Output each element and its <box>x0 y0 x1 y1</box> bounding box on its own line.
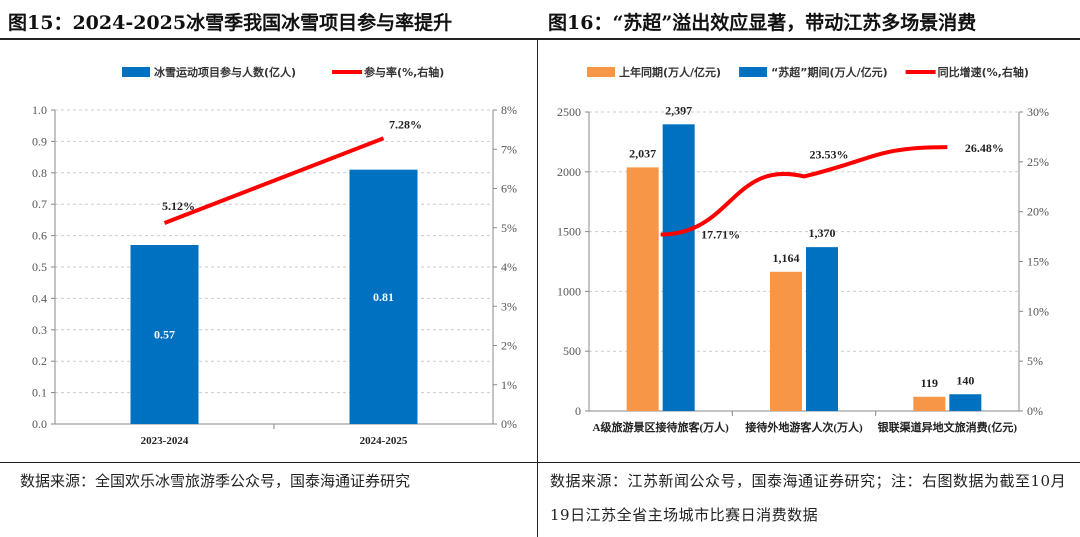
x-tick-label: 2024-2025 <box>360 435 408 447</box>
right-chart: 0 500 1000 1500 2000 2500 0% 5% 10% 15% 20% 25% 30% A… <box>557 65 1049 434</box>
y-tick-label: 0.0 <box>32 417 47 431</box>
y-tick-label: 0 <box>575 404 581 418</box>
bar-data-label: 0.81 <box>373 290 394 304</box>
legend-label: “苏超”期间(万人/亿元) <box>771 65 888 79</box>
bar-data-label: 1,370 <box>809 226 836 240</box>
line-series <box>163 136 385 225</box>
y2-tick-label: 6% <box>501 182 517 196</box>
y-tick-label: 1.0 <box>32 103 47 117</box>
y2-tick-label: 5% <box>501 221 517 235</box>
y-tick-label: 0.4 <box>32 291 47 305</box>
bar-data-label: 1,164 <box>773 251 800 265</box>
bar <box>913 396 946 411</box>
line-data-label: 26.48% <box>965 141 1004 155</box>
bar <box>349 169 418 424</box>
y-tick-label: 2000 <box>557 165 581 179</box>
line-data-label: 5.12% <box>162 199 195 213</box>
line-series <box>660 145 948 237</box>
y-tick-label: 1500 <box>557 225 581 239</box>
left-source: 数据来源：全国欢乐冰雪旅游季公众号，国泰海通证券研究 <box>20 472 411 490</box>
legend-swatch <box>122 67 150 77</box>
x-tick-label: 银联渠道异地文旅消费(亿元) <box>878 420 1018 434</box>
y-tick-label: 0.1 <box>32 386 47 400</box>
right-source: 数据来源：江苏新闻公众号，国泰海通证券研究；注：右图数据为截至10月19日江苏全… <box>550 472 1067 524</box>
y2-tick-label: 20% <box>1027 205 1049 219</box>
figure-divider <box>537 40 538 537</box>
bar <box>662 124 695 412</box>
title-divider <box>0 38 1080 40</box>
y-tick-label: 0.2 <box>32 354 47 368</box>
bar <box>949 394 982 411</box>
x-tick-label: 接待外地游客人次(万人) <box>745 420 863 434</box>
y2-tick-label: 2% <box>501 339 517 353</box>
y-tick-label: 0.7 <box>32 197 47 211</box>
left-figure-title: 图15：2024-2025冰雪季我国冰雪项目参与率提升 <box>8 12 453 34</box>
y2-tick-label: 10% <box>1027 304 1049 318</box>
legend-swatch <box>587 67 615 77</box>
legend-swatch <box>739 67 768 77</box>
y2-tick-label: 1% <box>501 378 517 392</box>
y-tick-label: 1000 <box>557 284 581 298</box>
y-tick-label: 0.6 <box>32 229 47 243</box>
bar <box>130 245 199 424</box>
y-tick-label: 0.5 <box>32 260 47 274</box>
right-figure-title: 图16：“苏超”溢出效应显著，带动江苏多场景消费 <box>548 12 977 34</box>
y2-tick-label: 30% <box>1027 105 1049 119</box>
y2-tick-label: 0% <box>501 417 517 431</box>
bar <box>626 167 659 411</box>
line-data-label: 7.28% <box>389 117 422 131</box>
left-chart: 0.0 0.1 0.2 0.3 0.4 0.5 0.6 0.7 0.8 0.9 1.0 0% 1% 2% 3… <box>32 65 517 447</box>
legend-label: 参与率(%,右轴) <box>364 65 444 79</box>
y-tick-label: 0.9 <box>32 134 47 148</box>
bar <box>806 247 838 411</box>
legend-label: 上年同期(万人/亿元) <box>619 65 721 79</box>
y2-tick-label: 0% <box>1027 404 1043 418</box>
legend-label: 冰雪运动项目参与人数(亿人) <box>154 65 296 79</box>
y2-tick-label: 25% <box>1027 155 1049 169</box>
x-tick-label: A级旅游景区接待旅客(万人) <box>593 420 730 434</box>
bar-data-label: 2,037 <box>629 146 656 160</box>
line-data-label: 23.53% <box>810 147 849 161</box>
bar-data-label: 0.57 <box>154 328 175 342</box>
y-tick-label: 500 <box>563 344 581 358</box>
bar-data-label: 140 <box>956 373 974 387</box>
line-data-label: 17.71% <box>701 227 740 241</box>
bar-data-label: 119 <box>921 376 938 390</box>
y2-tick-label: 5% <box>1027 354 1043 368</box>
y2-tick-label: 4% <box>501 260 517 274</box>
legend-label: 同比增速(%,右轴) <box>938 65 1029 79</box>
y2-tick-label: 3% <box>501 299 517 313</box>
x-tick-label: 2023-2024 <box>141 435 189 447</box>
bar-data-label: 2,397 <box>665 103 692 117</box>
source-divider <box>0 462 1080 463</box>
y-tick-label: 2500 <box>557 105 581 119</box>
y2-tick-label: 8% <box>501 103 517 117</box>
y-tick-label: 0.3 <box>32 323 47 337</box>
bar <box>770 271 802 411</box>
y2-tick-label: 15% <box>1027 255 1049 269</box>
y2-tick-label: 7% <box>501 142 517 156</box>
y-tick-label: 0.8 <box>32 166 47 180</box>
